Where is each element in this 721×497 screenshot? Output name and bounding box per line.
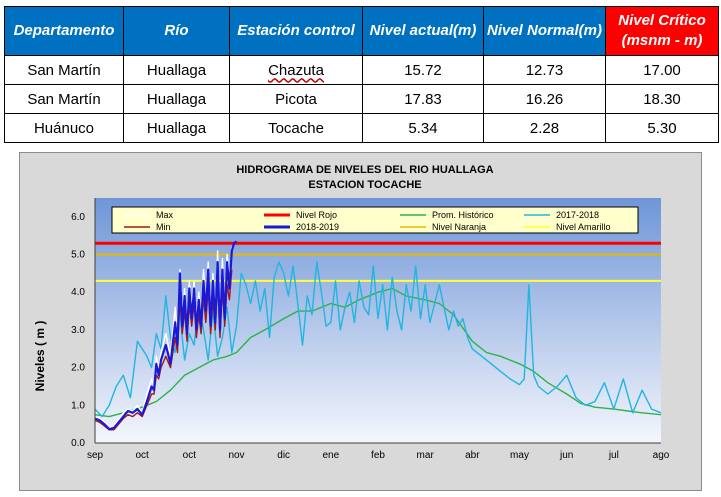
legend-label: Nivel Naranja <box>432 222 486 232</box>
axes: 0.0 1.0 2.0 3.0 4.0 5.0 6.0 sep oct oct nov dic ene f… <box>71 198 670 461</box>
y-tick-label: 2.0 <box>71 363 85 374</box>
x-tick-label: dic <box>277 450 290 461</box>
chart-subtitle: ESTACION TOCACHE <box>308 179 421 191</box>
legend-label: 2018-2019 <box>296 222 339 232</box>
cell-nivel-actual: 5.34 <box>362 113 484 143</box>
cell-estacion: Picota <box>229 84 363 114</box>
y-axis-label: Niveles ( m ) <box>33 321 47 392</box>
river-levels-table: Departamento Río Estación control Nivel … <box>4 6 719 143</box>
legend-box <box>111 206 639 234</box>
header-estacion: Estación control <box>229 6 363 56</box>
y-tick-label: 4.0 <box>71 287 85 298</box>
cell-nivel-critico: 17.00 <box>605 55 719 85</box>
x-tick-label: ago <box>653 450 670 461</box>
legend-label: Nivel Rojo <box>296 210 337 220</box>
hydrograph-svg: HIDROGRAMA DE NIVELES DEL RIO HUALLAGA E… <box>33 164 670 461</box>
table-header-row: Departamento Río Estación control Nivel … <box>4 6 719 56</box>
series-2017-2018 <box>94 261 662 418</box>
x-tick-label: feb <box>371 450 385 461</box>
cell-estacion-text: Chazuta <box>268 61 324 79</box>
legend-label: 2017-2018 <box>556 210 599 220</box>
cell-departamento: Huánuco <box>4 113 124 143</box>
cell-nivel-actual: 17.83 <box>362 84 484 114</box>
cell-rio: Huallaga <box>123 113 230 143</box>
x-tick-label: ene <box>322 450 339 461</box>
table-row: Huánuco Huallaga Tocache 5.34 2.28 5.30 <box>4 113 719 143</box>
legend-label: Nivel Amarillo <box>556 222 611 232</box>
cell-departamento: San Martín <box>4 84 124 114</box>
header-departamento: Departamento <box>4 6 124 56</box>
cell-nivel-normal: 12.73 <box>483 55 606 85</box>
y-tick-label: 3.0 <box>71 325 85 336</box>
hydrograph-chart: HIDROGRAMA DE NIVELES DEL RIO HUALLAGA E… <box>19 152 702 491</box>
series-prom-hist-rico <box>94 287 662 418</box>
legend: Max Nivel Rojo Prom. Histórico 2017-2018 Min… <box>111 206 639 234</box>
cell-rio: Huallaga <box>123 55 230 85</box>
x-tick-label: jul <box>608 450 619 461</box>
cell-rio: Huallaga <box>123 84 230 114</box>
table-row: San Martín Huallaga Picota 17.83 16.26 1… <box>4 84 719 114</box>
header-rio: Río <box>123 6 230 56</box>
legend-label: Min <box>156 222 171 232</box>
series-2018-2019 <box>94 240 238 431</box>
cell-estacion: Tocache <box>229 113 363 143</box>
table-row: San Martín Huallaga Chazuta 15.72 12.73 … <box>4 55 719 85</box>
x-tick-label: mar <box>417 450 435 461</box>
y-tick-label: 1.0 <box>71 400 85 411</box>
y-tick-label: 6.0 <box>71 212 85 223</box>
x-tick-label: abr <box>465 450 480 461</box>
x-tick-label: sep <box>87 450 104 461</box>
header-nivel-critico: Nivel Crítico (msnm - m) <box>605 6 719 56</box>
chart-title: HIDROGRAMA DE NIVELES DEL RIO HUALLAGA <box>236 164 493 176</box>
x-tick-label: nov <box>228 450 244 461</box>
cell-nivel-actual: 15.72 <box>362 55 484 85</box>
cell-nivel-normal: 16.26 <box>483 84 606 114</box>
header-nivel-actual: Nivel actual(m) <box>362 6 484 56</box>
x-tick-label: may <box>510 450 529 461</box>
legend-label: Prom. Histórico <box>432 210 494 220</box>
cell-estacion: Chazuta <box>229 55 363 85</box>
cell-departamento: San Martín <box>4 55 124 85</box>
plot-area <box>95 198 661 443</box>
series-lines <box>94 240 662 431</box>
cell-nivel-critico: 18.30 <box>605 84 719 114</box>
cell-nivel-normal: 2.28 <box>483 113 606 143</box>
x-tick-label: jun <box>559 450 573 461</box>
legend-label: Max <box>156 210 174 220</box>
cell-nivel-critico: 5.30 <box>605 113 719 143</box>
y-tick-label: 0.0 <box>71 438 85 449</box>
y-tick-label: 5.0 <box>71 250 85 261</box>
x-tick-label: oct <box>135 450 149 461</box>
header-nivel-normal: Nivel Normal(m) <box>483 6 606 56</box>
x-tick-label: oct <box>183 450 197 461</box>
